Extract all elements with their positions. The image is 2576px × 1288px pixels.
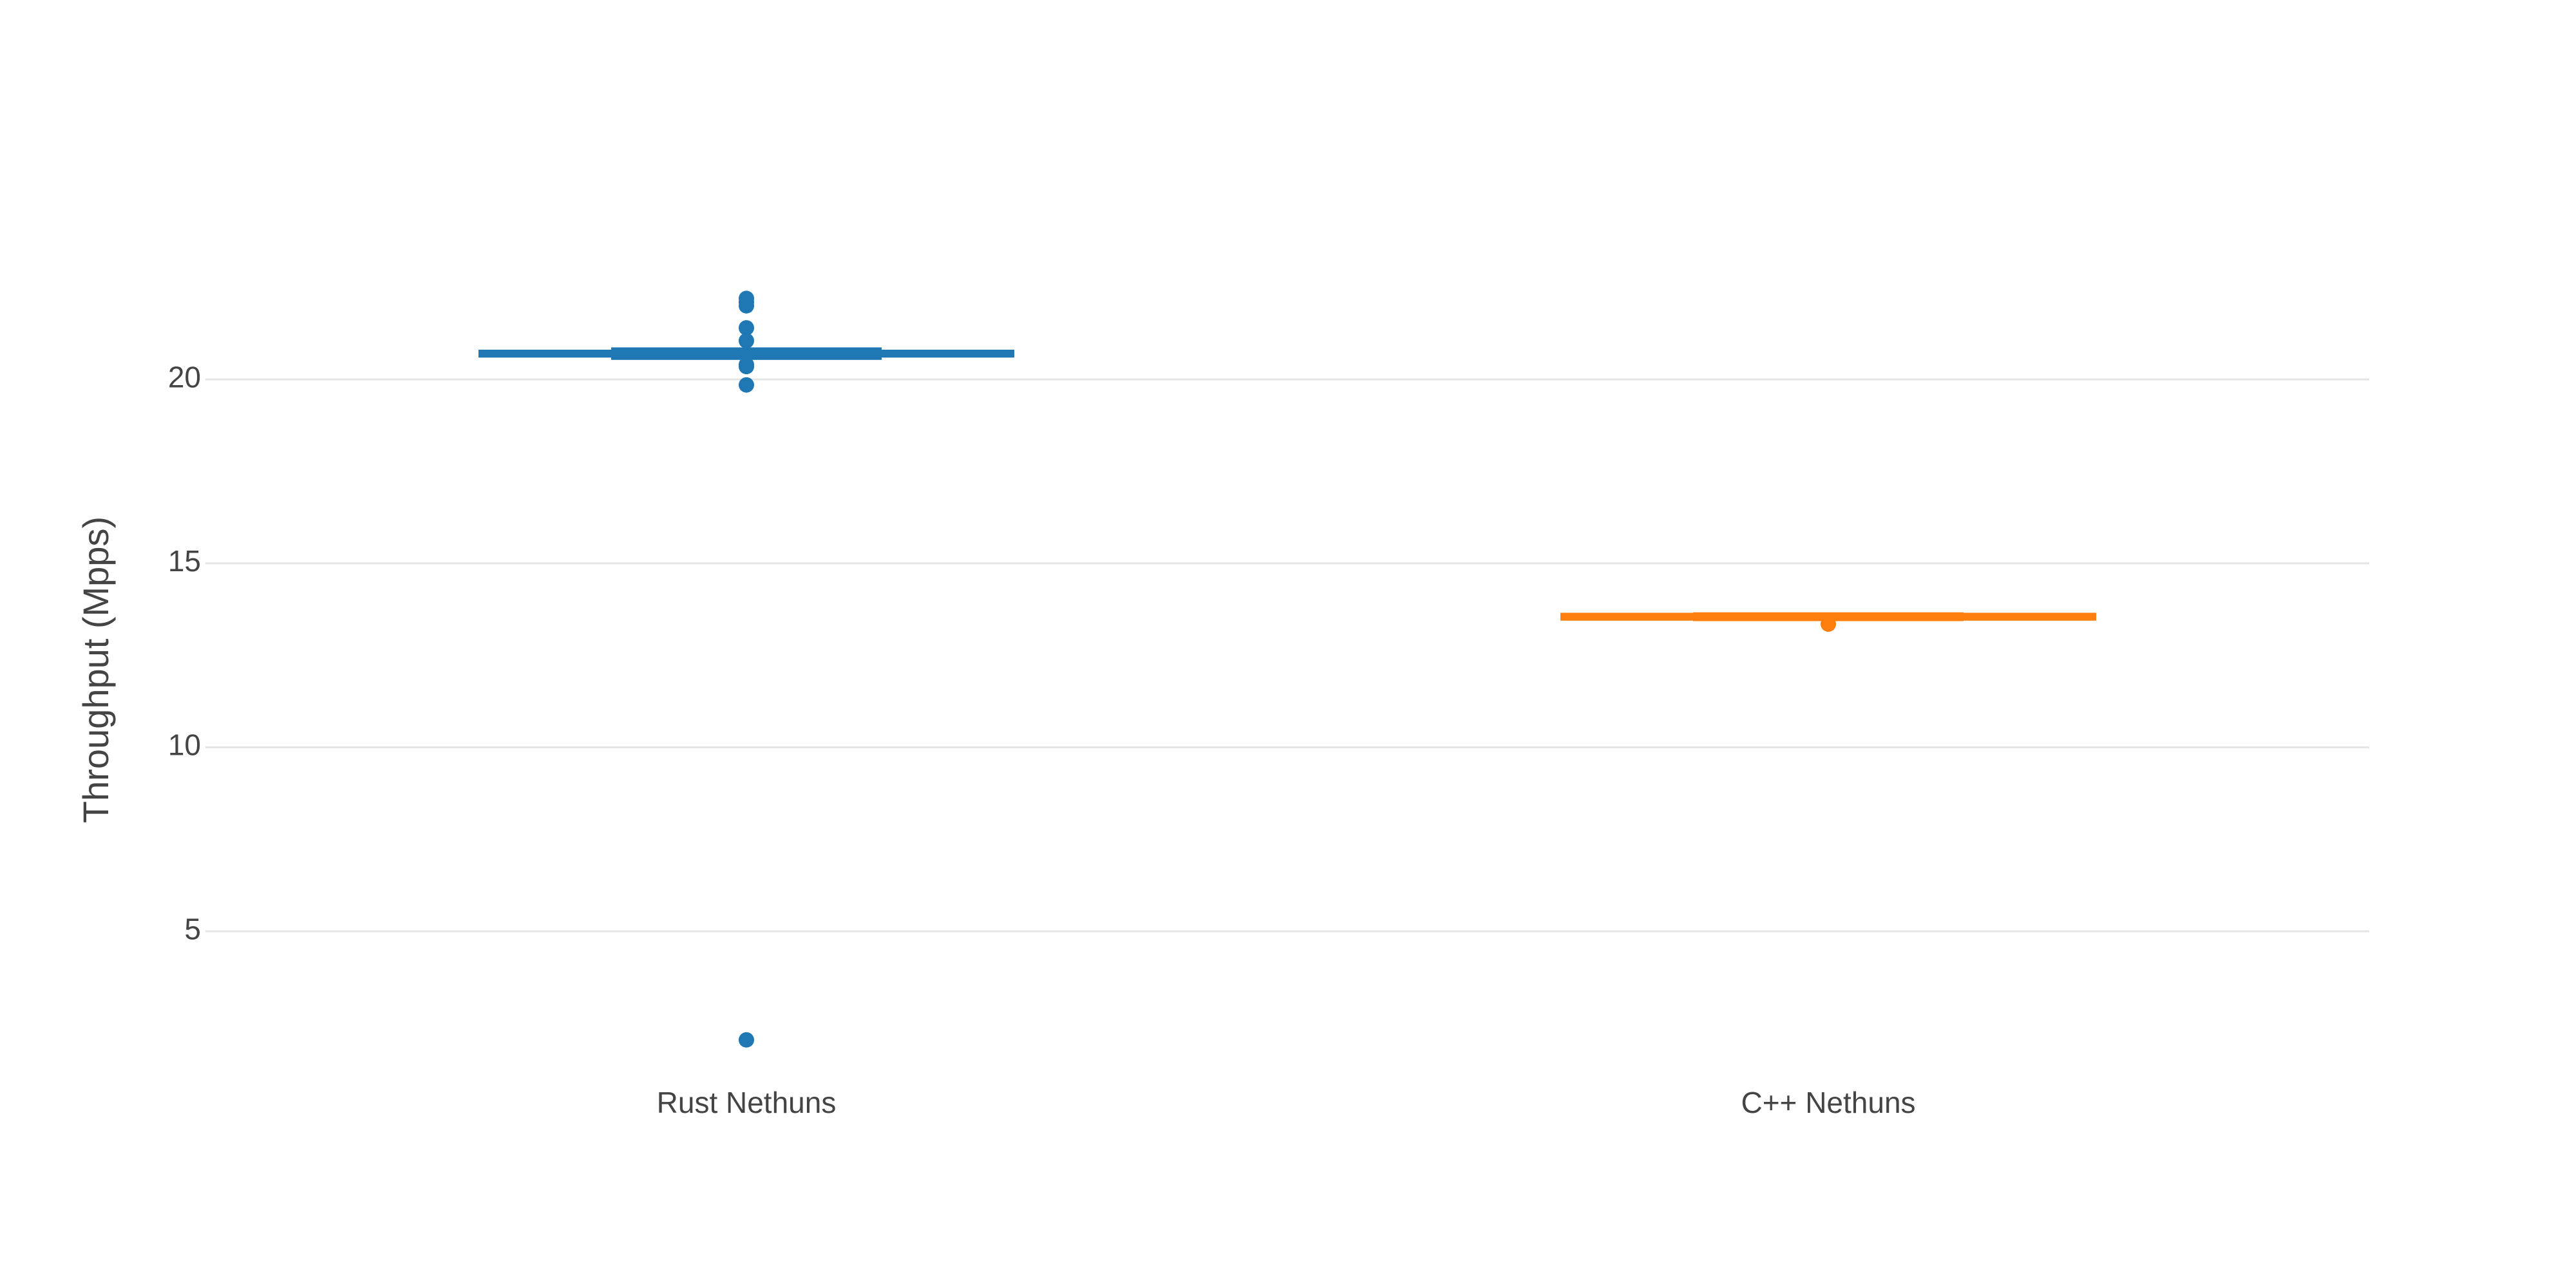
- x-tick-label: Rust Nethuns: [657, 1086, 837, 1119]
- y-axis-title: Throughput (Mpps): [75, 516, 116, 823]
- outlier: [1821, 616, 1836, 632]
- outlier: [739, 333, 754, 349]
- y-tick-label: 5: [184, 912, 201, 945]
- y-tick-label: 10: [168, 728, 201, 762]
- outlier: [739, 359, 754, 375]
- y-tick-label: 20: [168, 360, 201, 393]
- outlier: [739, 377, 754, 393]
- outlier: [739, 1032, 754, 1048]
- y-tick-label: 15: [168, 544, 201, 578]
- outlier: [739, 298, 754, 314]
- outlier: [739, 320, 754, 336]
- x-tick-label: C++ Nethuns: [1741, 1086, 1915, 1119]
